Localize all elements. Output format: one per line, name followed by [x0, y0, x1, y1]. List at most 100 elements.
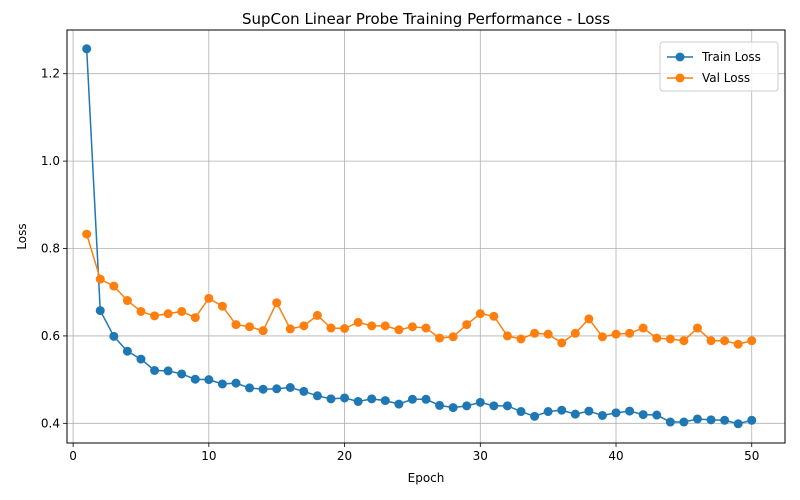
data-point-val-loss [312, 310, 322, 320]
data-point-val-loss [367, 321, 377, 331]
data-point-val-loss [340, 323, 350, 333]
data-point-train-loss [272, 384, 282, 394]
data-point-train-loss [652, 410, 662, 420]
data-point-val-loss [652, 333, 662, 343]
data-point-val-loss [285, 324, 295, 334]
data-point-val-loss [150, 311, 160, 321]
data-point-train-loss [692, 414, 702, 424]
data-point-val-loss [625, 328, 635, 338]
data-point-val-loss [516, 334, 526, 344]
series-val-loss [82, 229, 757, 349]
data-point-val-loss [82, 229, 92, 239]
data-point-val-loss [720, 336, 730, 346]
data-point-train-loss [625, 406, 635, 416]
data-point-train-loss [326, 394, 336, 404]
data-point-val-loss [394, 325, 404, 335]
data-point-val-loss [502, 331, 512, 341]
data-point-train-loss [584, 406, 594, 416]
legend-item-train-loss: Train Loss [667, 50, 761, 64]
data-point-train-loss [706, 415, 716, 425]
data-point-train-loss [557, 405, 567, 415]
data-point-val-loss [435, 333, 445, 343]
data-point-val-loss [177, 306, 187, 316]
data-point-train-loss [299, 386, 309, 396]
data-point-val-loss [489, 311, 499, 321]
data-point-val-loss [326, 323, 336, 333]
axis-ticks: 0 10 20 30 40 50 0.4 0.6 0.8 1.0 1.2 [41, 67, 759, 463]
data-point-train-loss [665, 417, 675, 427]
data-point-val-loss [733, 339, 743, 349]
chart-title: SupCon Linear Probe Training Performance… [242, 10, 610, 28]
data-point-val-loss [299, 321, 309, 331]
data-point-train-loss [679, 417, 689, 427]
data-point-train-loss [543, 407, 553, 417]
data-point-val-loss [692, 323, 702, 333]
data-point-train-loss [204, 375, 214, 385]
data-point-val-loss [217, 301, 227, 311]
data-point-val-loss [557, 338, 567, 348]
legend: Train Loss Val Loss [659, 41, 779, 92]
data-point-train-loss [462, 401, 472, 411]
data-point-val-loss [95, 274, 105, 284]
data-point-train-loss [122, 346, 132, 356]
legend-label: Val Loss [702, 71, 750, 85]
data-point-train-loss [258, 384, 268, 394]
data-point-val-loss [109, 281, 119, 291]
data-point-val-loss [638, 323, 648, 333]
data-point-train-loss [502, 401, 512, 411]
data-point-train-loss [597, 410, 607, 420]
data-point-train-loss [340, 393, 350, 403]
data-point-train-loss [747, 415, 757, 425]
data-point-val-loss [665, 334, 675, 344]
data-point-train-loss [448, 403, 458, 413]
data-point-train-loss [231, 378, 241, 388]
data-point-val-loss [747, 336, 757, 346]
data-point-val-loss [543, 329, 553, 339]
data-point-train-loss [367, 394, 377, 404]
data-point-train-loss [177, 369, 187, 379]
series-group [82, 44, 757, 429]
data-point-train-loss [475, 397, 485, 407]
data-point-train-loss [353, 396, 363, 406]
data-point-val-loss [380, 321, 390, 331]
data-point-train-loss [516, 407, 526, 417]
data-point-val-loss [258, 326, 268, 336]
data-point-train-loss [150, 365, 160, 375]
series-train-loss [82, 44, 757, 429]
data-point-train-loss [217, 379, 227, 389]
x-tick-label: 30 [473, 449, 488, 463]
data-point-train-loss [733, 419, 743, 429]
legend-swatch-marker [675, 52, 685, 62]
x-tick-label: 50 [744, 449, 759, 463]
data-point-val-loss [570, 328, 580, 338]
data-point-val-loss [231, 320, 241, 330]
data-point-train-loss [530, 411, 540, 421]
data-point-train-loss [136, 354, 146, 364]
y-tick-label: 0.8 [41, 242, 60, 256]
data-point-val-loss [475, 309, 485, 319]
data-point-val-loss [462, 320, 472, 330]
x-tick-label: 10 [201, 449, 216, 463]
x-tick-label: 40 [608, 449, 623, 463]
data-point-train-loss [435, 400, 445, 410]
y-tick-label: 0.6 [41, 329, 60, 343]
data-point-train-loss [570, 409, 580, 419]
data-point-val-loss [597, 332, 607, 342]
data-point-val-loss [272, 298, 282, 308]
y-tick-label: 1.2 [41, 67, 60, 81]
y-tick-label: 1.0 [41, 154, 60, 168]
data-point-val-loss [353, 317, 363, 327]
data-point-train-loss [95, 306, 105, 316]
legend-swatch-marker [675, 73, 685, 83]
data-point-val-loss [679, 336, 689, 346]
y-axis-label: Loss [15, 223, 29, 249]
data-point-train-loss [394, 399, 404, 409]
data-point-val-loss [448, 332, 458, 342]
data-point-train-loss [312, 391, 322, 401]
legend-item-val-loss: Val Loss [667, 71, 750, 85]
data-point-val-loss [122, 296, 132, 306]
data-point-val-loss [245, 322, 255, 332]
data-point-train-loss [285, 382, 295, 392]
data-point-train-loss [407, 394, 417, 404]
